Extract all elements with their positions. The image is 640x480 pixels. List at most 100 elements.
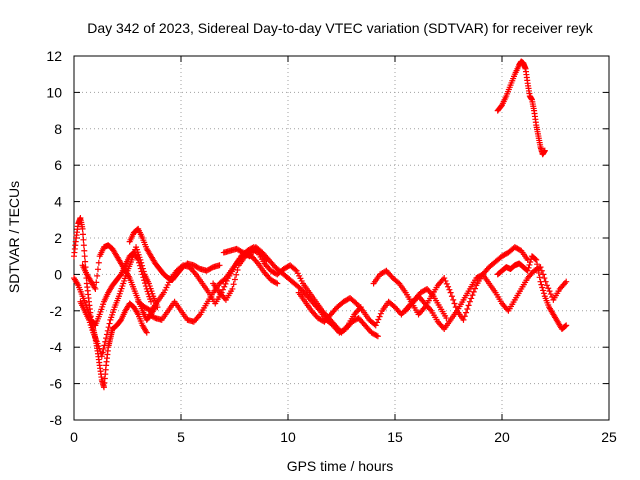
data-point: [442, 277, 449, 284]
data-point: [463, 309, 470, 316]
grid-lines: [74, 56, 609, 420]
x-axis-label: GPS time / hours: [287, 458, 394, 474]
data-point: [537, 278, 544, 285]
data-point: [105, 324, 112, 331]
data-point: [148, 298, 155, 305]
data-point: [441, 275, 448, 282]
data-point: [377, 310, 384, 317]
data-point: [535, 269, 542, 276]
data-point: [539, 284, 546, 291]
y-tick-label: -2: [50, 303, 63, 319]
data-point: [80, 236, 87, 243]
data-point: [472, 285, 479, 292]
data-point: [274, 280, 281, 287]
data-point: [230, 281, 237, 288]
data-point: [540, 287, 547, 294]
data-point: [221, 283, 228, 290]
data-point: [79, 225, 86, 232]
data-point: [81, 253, 88, 260]
data-point: [94, 266, 101, 273]
data-point: [140, 268, 147, 275]
data-point: [540, 271, 547, 278]
data-point: [375, 316, 382, 323]
data-point: [80, 242, 87, 249]
data-point: [233, 271, 240, 278]
data-point: [92, 285, 99, 292]
data-point: [451, 300, 458, 307]
axis-ticks: 0 5 10 15 20 25 -8 -6 -4 -2 0 2 4 6 8 10 12: [46, 48, 617, 445]
data-point: [229, 285, 236, 292]
data-point: [143, 329, 150, 336]
data-point: [93, 279, 100, 286]
data-point: [374, 319, 381, 326]
y-tick-label: 10: [46, 84, 62, 100]
data-point: [273, 279, 280, 286]
data-point: [374, 333, 381, 340]
data-point: [95, 259, 102, 266]
series-sat-n: [494, 58, 548, 158]
data-point: [533, 256, 540, 263]
data-point: [466, 298, 473, 305]
x-tick-label: 5: [177, 429, 185, 445]
y-tick-label: 4: [54, 194, 62, 210]
data-point: [524, 267, 531, 274]
data-point: [450, 296, 457, 303]
data-point: [106, 320, 113, 327]
y-tick-label: 8: [54, 121, 62, 137]
data-point: [563, 278, 570, 285]
data-point: [137, 256, 144, 263]
x-tick-label: 25: [601, 429, 617, 445]
data-point: [79, 231, 86, 238]
series-sat-m: [494, 253, 570, 332]
data-point: [103, 331, 110, 338]
chart-title: Day 342 of 2023, Sidereal Day-to-day VTE…: [87, 20, 593, 36]
data-points: [71, 58, 570, 391]
data-point: [536, 274, 543, 281]
data-point: [542, 278, 549, 285]
x-tick-label: 10: [280, 429, 296, 445]
data-point: [447, 289, 454, 296]
data-point: [139, 262, 146, 269]
data-point: [540, 290, 547, 297]
data-point: [443, 280, 450, 287]
data-point: [541, 147, 548, 154]
data-point: [94, 272, 101, 279]
data-point: [98, 353, 105, 360]
data-point: [547, 291, 554, 298]
data-point: [460, 316, 467, 323]
data-point: [545, 285, 552, 292]
data-point: [222, 280, 229, 287]
y-tick-label: -6: [50, 376, 63, 392]
y-tick-label: 12: [46, 48, 62, 64]
data-point: [373, 332, 380, 339]
y-tick-label: 2: [54, 230, 62, 246]
y-tick-label: 6: [54, 157, 62, 173]
data-point: [546, 288, 553, 295]
data-point: [100, 346, 107, 353]
data-point: [138, 259, 145, 266]
series-sat-i: [220, 244, 381, 340]
data-point: [468, 295, 475, 302]
data-point: [231, 276, 238, 283]
data-point: [104, 327, 111, 334]
data-point: [562, 323, 569, 330]
y-tick-label: -8: [50, 412, 63, 428]
data-point: [82, 258, 89, 265]
x-tick-label: 15: [387, 429, 403, 445]
data-point: [461, 313, 468, 320]
x-tick-label: 0: [70, 429, 78, 445]
y-tick-label: 0: [54, 266, 62, 282]
data-point: [216, 262, 223, 269]
data-point: [445, 283, 452, 290]
data-point: [372, 322, 379, 329]
data-point: [376, 313, 383, 320]
data-point: [446, 286, 453, 293]
data-point: [470, 288, 477, 295]
series-sat-h: [210, 245, 364, 336]
y-tick-label: -4: [50, 339, 63, 355]
data-point: [443, 315, 450, 322]
data-point: [538, 281, 545, 288]
x-tick-label: 20: [494, 429, 510, 445]
data-point: [219, 286, 226, 293]
